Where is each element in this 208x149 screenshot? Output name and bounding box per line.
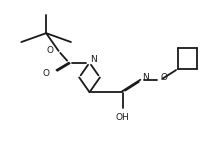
Text: O: O — [47, 46, 54, 55]
Text: N: N — [142, 73, 149, 82]
Text: O: O — [43, 69, 50, 77]
Text: N: N — [90, 55, 97, 64]
Text: OH: OH — [116, 113, 129, 122]
Text: O: O — [160, 73, 167, 82]
